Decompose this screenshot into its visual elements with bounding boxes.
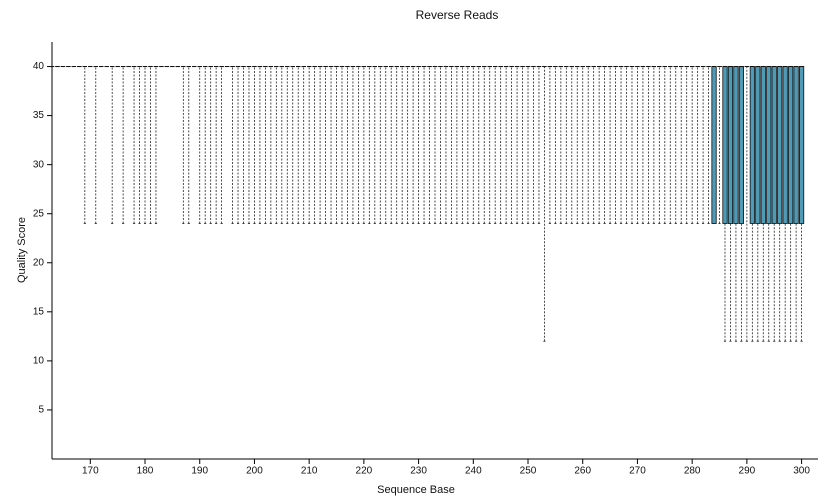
box	[777, 66, 783, 224]
y-tick-label: 10	[33, 356, 45, 367]
box	[782, 66, 788, 224]
box	[711, 66, 717, 224]
y-tick-label: 25	[33, 208, 45, 219]
y-tick-label: 40	[33, 61, 45, 72]
box	[798, 66, 805, 224]
x-tick-label: 170	[82, 466, 99, 477]
x-tick-label: 290	[739, 466, 756, 477]
y-axis-label: Quality Score	[16, 217, 28, 283]
x-tick-label: 180	[137, 466, 154, 477]
x-tick-label: 200	[246, 466, 263, 477]
x-axis-label: Sequence Base	[377, 484, 455, 496]
box	[788, 66, 794, 224]
box	[755, 66, 761, 224]
box	[738, 66, 744, 224]
y-tick-label: 20	[33, 257, 45, 268]
x-tick-label: 260	[574, 466, 591, 477]
y-tick-label: 35	[33, 110, 45, 121]
x-tick-label: 280	[684, 466, 701, 477]
box	[771, 66, 777, 224]
box	[760, 66, 766, 224]
x-tick-label: 190	[191, 466, 208, 477]
box	[749, 66, 755, 224]
x-tick-label: 300	[793, 466, 810, 477]
x-tick-label: 240	[465, 466, 482, 477]
y-tick-label: 15	[33, 306, 45, 317]
x-tick-label: 230	[410, 466, 427, 477]
x-tick-label: 250	[520, 466, 537, 477]
x-tick-label: 270	[629, 466, 646, 477]
y-tick-label: 30	[33, 159, 45, 170]
x-tick-label: 210	[301, 466, 318, 477]
box	[766, 66, 772, 224]
box	[793, 66, 799, 224]
box	[733, 66, 739, 224]
box	[722, 66, 728, 224]
box	[727, 66, 734, 224]
x-tick-label: 220	[356, 466, 373, 477]
y-tick-label: 5	[38, 405, 44, 416]
chart-title: Reverse Reads	[416, 8, 499, 22]
